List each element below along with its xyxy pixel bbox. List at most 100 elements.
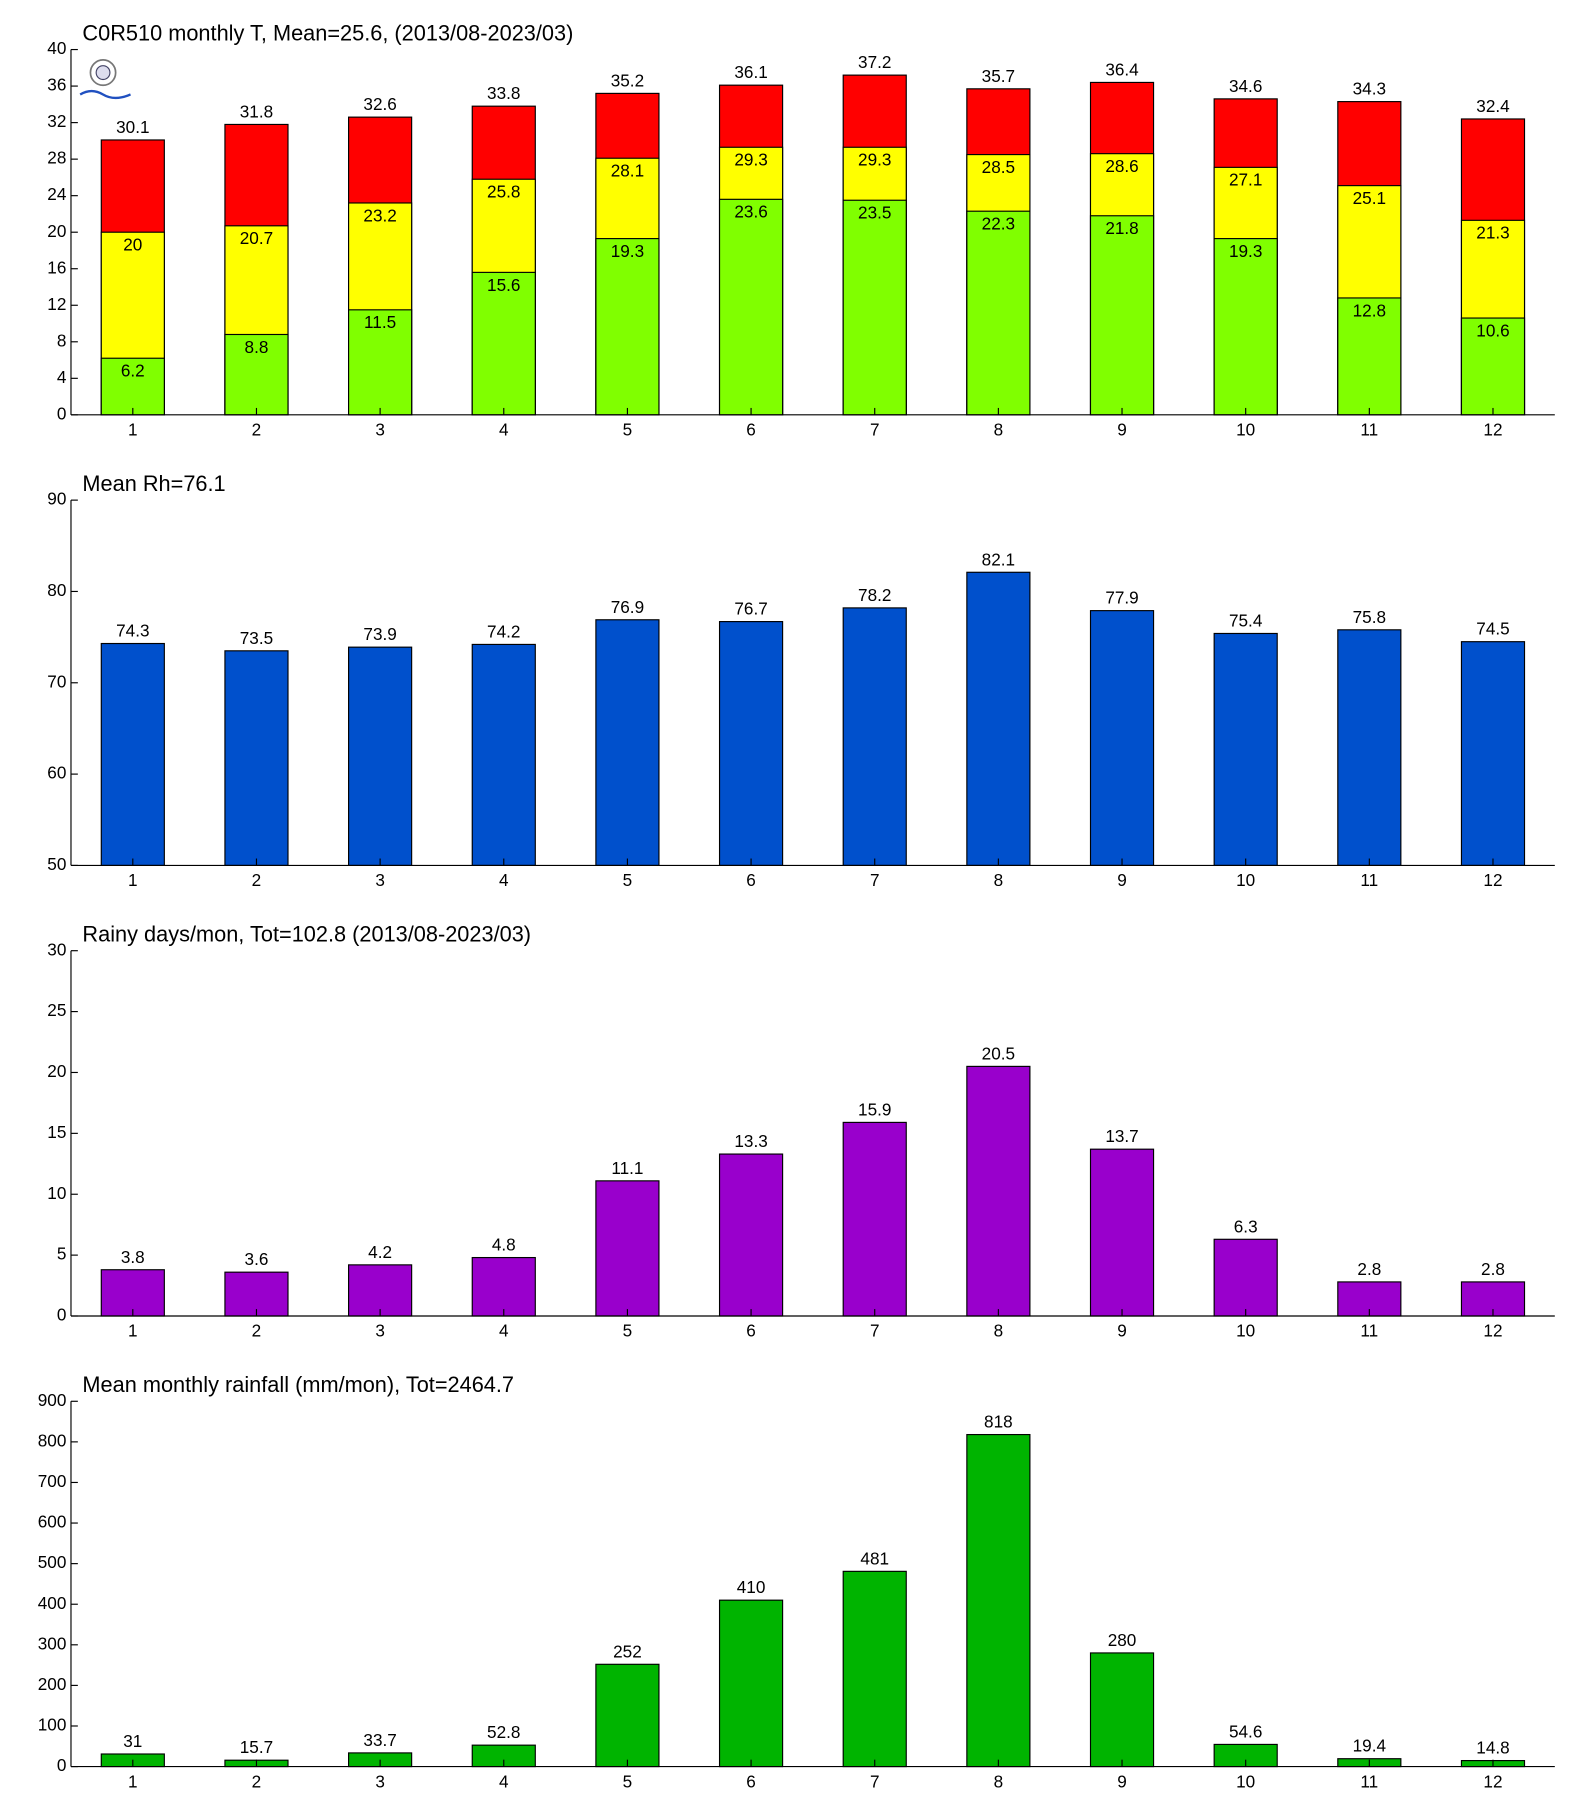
bar <box>842 607 907 867</box>
y-tick-label: 15 <box>47 1122 66 1142</box>
bar <box>595 1663 660 1768</box>
x-tick-label: 12 <box>1483 419 1502 439</box>
bar <box>1089 1652 1155 1768</box>
bar <box>1089 215 1155 416</box>
x-tick-label: 12 <box>1483 870 1502 890</box>
value-label: 22.3 <box>982 214 1015 234</box>
bar <box>842 1121 907 1317</box>
x-tick-label: 2 <box>252 1771 262 1791</box>
value-label: 19.3 <box>611 241 644 261</box>
value-label: 29.3 <box>858 150 891 170</box>
value-label: 52.8 <box>487 1722 520 1742</box>
y-tick-label: 30 <box>47 939 66 959</box>
bar <box>348 309 413 416</box>
y-tick-label: 0 <box>57 1305 67 1325</box>
value-label: 75.8 <box>1353 607 1386 627</box>
bar <box>842 1570 907 1768</box>
value-label: 11.5 <box>364 312 396 332</box>
x-tick-label: 7 <box>870 1771 880 1791</box>
y-tick-label: 700 <box>38 1471 67 1491</box>
x-tick-label: 7 <box>870 419 880 439</box>
value-label: 74.5 <box>1476 619 1509 639</box>
value-label: 31.8 <box>240 101 273 121</box>
value-label: 28.5 <box>982 157 1015 177</box>
bar <box>1213 1238 1278 1317</box>
bar <box>348 1264 413 1317</box>
value-label: 33.8 <box>487 83 520 103</box>
x-tick-label: 2 <box>252 1321 262 1341</box>
value-label: 13.7 <box>1105 1126 1138 1146</box>
chart-title: Mean monthly rainfall (mm/mon), Tot=2464… <box>82 1372 514 1397</box>
chart-title: Mean Rh=76.1 <box>82 471 225 496</box>
x-tick-label: 1 <box>128 1771 138 1791</box>
x-tick-label: 10 <box>1236 1771 1255 1791</box>
value-label: 6.3 <box>1234 1216 1258 1236</box>
x-tick-label: 3 <box>375 1771 385 1791</box>
x-tick-label: 5 <box>623 1771 633 1791</box>
value-label: 31 <box>123 1731 142 1751</box>
bar <box>1337 297 1402 416</box>
value-label: 15.7 <box>240 1737 273 1757</box>
value-label: 75.4 <box>1229 610 1263 630</box>
value-label: 36.4 <box>1105 59 1139 79</box>
value-label: 28.1 <box>611 161 644 181</box>
x-tick-label: 8 <box>994 1321 1004 1341</box>
value-label: 19.4 <box>1353 1736 1387 1756</box>
value-label: 54.6 <box>1229 1721 1262 1741</box>
x-tick-label: 11 <box>1360 1771 1378 1791</box>
value-label: 33.7 <box>363 1730 396 1750</box>
y-tick-label: 16 <box>47 257 66 277</box>
value-label: 410 <box>737 1577 766 1597</box>
y-tick-label: 60 <box>47 763 66 783</box>
value-label: 28.6 <box>1105 156 1138 176</box>
value-label: 12.8 <box>1353 300 1386 320</box>
bar <box>348 646 413 867</box>
value-label: 32.4 <box>1476 96 1510 116</box>
bar <box>966 571 1031 867</box>
value-label: 3.6 <box>245 1249 269 1269</box>
bar <box>100 642 165 867</box>
bar <box>966 1065 1031 1317</box>
value-label: 23.6 <box>734 202 767 222</box>
value-label: 8.8 <box>245 337 269 357</box>
bar <box>1337 629 1402 867</box>
value-label: 34.6 <box>1229 76 1262 96</box>
y-tick-label: 50 <box>47 854 66 874</box>
value-label: 15.6 <box>487 275 520 295</box>
x-tick-label: 12 <box>1483 1771 1502 1791</box>
chart-title: Rainy days/mon, Tot=102.8 (2013/08-2023/… <box>82 921 531 946</box>
value-label: 25.8 <box>487 182 520 202</box>
x-tick-label: 3 <box>375 870 385 890</box>
value-label: 77.9 <box>1105 588 1138 608</box>
value-label: 73.9 <box>363 624 396 644</box>
x-tick-label: 1 <box>128 419 138 439</box>
bar <box>471 1256 536 1317</box>
x-tick-label: 7 <box>870 1321 880 1341</box>
bar <box>718 1153 784 1317</box>
y-tick-label: 20 <box>47 221 66 241</box>
y-tick-label: 10 <box>47 1183 66 1203</box>
value-label: 74.3 <box>116 620 149 640</box>
bar <box>595 619 660 867</box>
y-tick-label: 24 <box>47 184 67 204</box>
x-tick-label: 11 <box>1360 1321 1378 1341</box>
logo-seal-inner <box>95 65 111 81</box>
bar <box>966 1433 1031 1768</box>
x-tick-label: 1 <box>128 870 138 890</box>
x-tick-label: 11 <box>1360 870 1378 890</box>
x-tick-label: 2 <box>252 419 262 439</box>
x-tick-label: 6 <box>746 419 756 439</box>
bar <box>718 1599 784 1768</box>
value-label: 13.3 <box>734 1131 767 1151</box>
y-tick-label: 25 <box>47 1000 66 1020</box>
value-label: 11.1 <box>611 1158 643 1178</box>
x-tick-label: 10 <box>1236 1321 1255 1341</box>
value-label: 4.2 <box>368 1242 392 1262</box>
bar <box>471 643 536 867</box>
y-tick-label: 200 <box>38 1674 67 1694</box>
value-label: 30.1 <box>116 117 149 137</box>
bar <box>718 198 784 416</box>
x-tick-label: 8 <box>994 870 1004 890</box>
